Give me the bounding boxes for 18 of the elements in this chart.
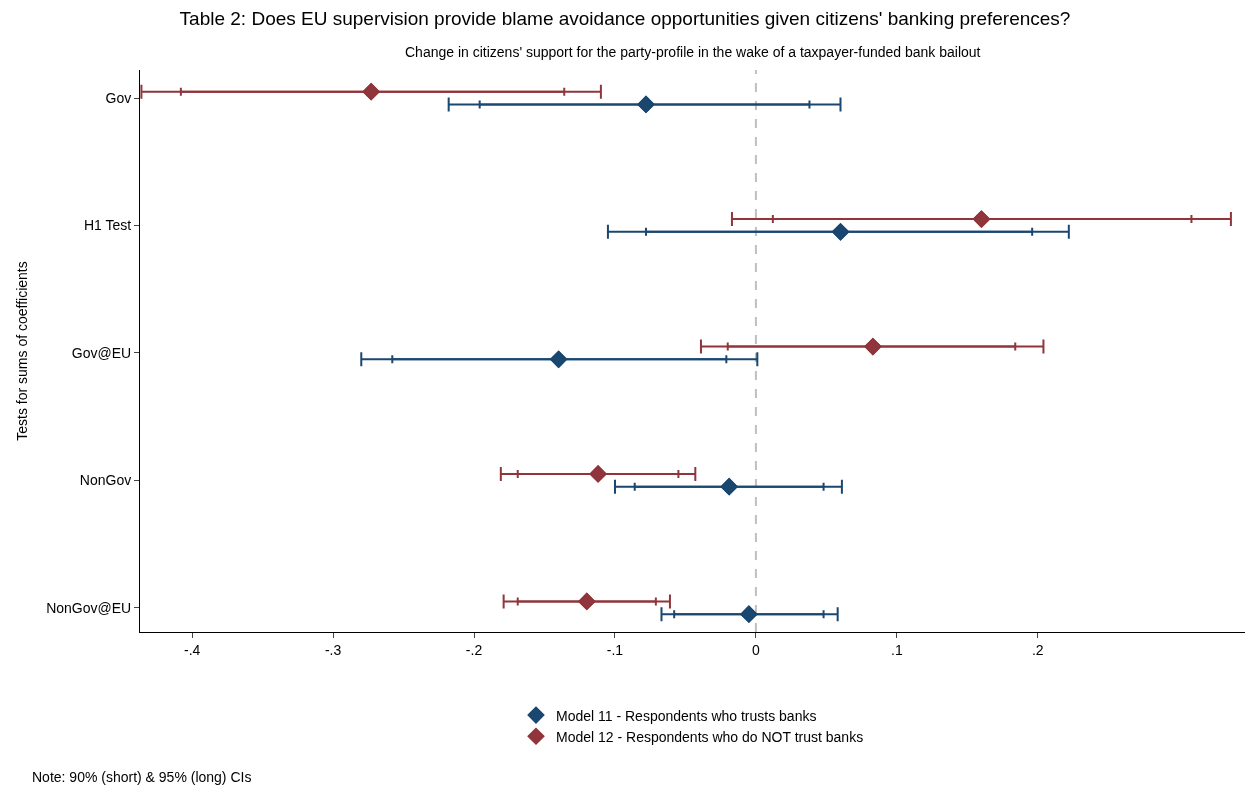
- chart-subtitle: Change in citizens' support for the party-profile in the wake of a taxpayer-funded bank bailout: [405, 44, 981, 60]
- y-tick-label: H1 Test: [83, 217, 132, 234]
- y-tick-label: Gov@EU: [71, 344, 132, 361]
- x-tick-label: .2: [1031, 641, 1044, 658]
- x-tick-label: 0: [752, 641, 761, 658]
- text: Note: 90% (short) & 95% (long) CIs: [32, 769, 252, 785]
- x-tick-label: -.1: [606, 641, 624, 658]
- y-tick-label: Gov: [105, 89, 132, 106]
- y-tick-label: NonGov: [79, 472, 132, 489]
- chart-title: Table 2: Does EU supervision provide blame avoidance opportunities given citizens' banking preferences?: [179, 8, 1071, 30]
- x-tick-label: .1: [891, 641, 903, 658]
- x-tick-label: -.2: [465, 641, 483, 658]
- legend-label: Model 11 - Respondents who trusts banks: [556, 707, 817, 724]
- x-tick-label: -.4: [183, 641, 201, 658]
- x-tick-label: -.3: [324, 641, 342, 658]
- y-tick-label: NonGov@EU: [46, 599, 132, 616]
- y-axis-title: Tests for sums of coefficients: [13, 261, 30, 441]
- legend-label: Model 12 - Respondents who do NOT trust banks: [556, 728, 864, 745]
